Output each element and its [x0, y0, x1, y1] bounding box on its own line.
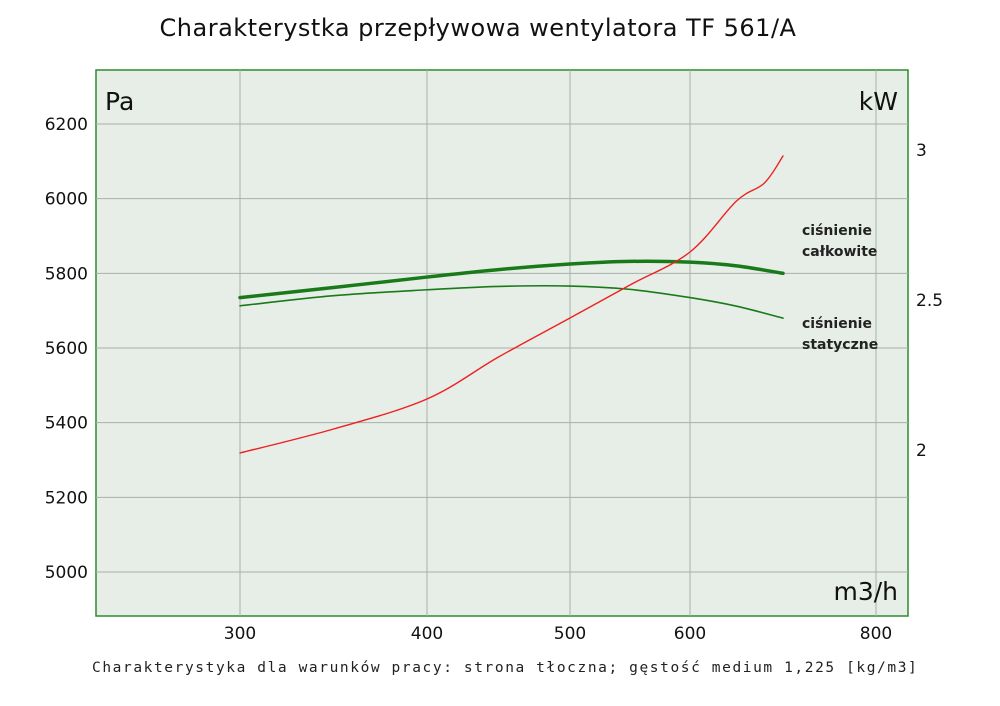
y-right-unit: kW	[859, 87, 898, 116]
y-left-tick-5400: 5400	[45, 414, 88, 434]
series-label-static-line2: statyczne	[802, 337, 878, 353]
y-left-tick-5600: 5600	[45, 339, 88, 359]
series-label-static: ciśnienie statyczne	[802, 316, 878, 353]
y-right-tick-2.5: 2.5	[916, 291, 943, 311]
x-tick-300: 300	[224, 624, 256, 644]
y-right-tick-3: 3	[916, 141, 927, 161]
series-line-power	[239, 155, 784, 454]
series-line-total-pressure	[238, 259, 785, 300]
tick-labels: 300 400 500 600 800 5000 5200 5400 5600 5800 6000 6…	[45, 115, 943, 644]
series-label-total: ciśnienie całkowite	[802, 223, 877, 260]
x-tick-500: 500	[554, 624, 586, 644]
series-label-total-line1: ciśnienie	[802, 223, 872, 239]
y-left-unit: Pa	[105, 87, 134, 116]
x-unit: m3/h	[833, 577, 898, 606]
series-line-static-pressure	[239, 284, 784, 319]
y-left-tick-6200: 6200	[45, 115, 88, 135]
series-label-static-line1: ciśnienie	[802, 316, 872, 332]
x-tick-400: 400	[411, 624, 443, 644]
y-right-tick-2: 2	[916, 441, 927, 461]
series-lines	[238, 155, 785, 454]
chart-title: Charakterystka przepływowa wentylatora T…	[159, 14, 797, 42]
y-left-tick-5000: 5000	[45, 563, 88, 583]
footer-note: Charakterystyka dla warunków pracy: stro…	[92, 660, 919, 676]
y-left-tick-5800: 5800	[45, 264, 88, 284]
series-label-total-line2: całkowite	[802, 244, 877, 260]
x-tick-600: 600	[674, 624, 706, 644]
y-left-tick-6000: 6000	[45, 190, 88, 210]
y-left-tick-5200: 5200	[45, 488, 88, 508]
x-tick-800: 800	[860, 624, 892, 644]
plot-area	[95, 69, 909, 617]
